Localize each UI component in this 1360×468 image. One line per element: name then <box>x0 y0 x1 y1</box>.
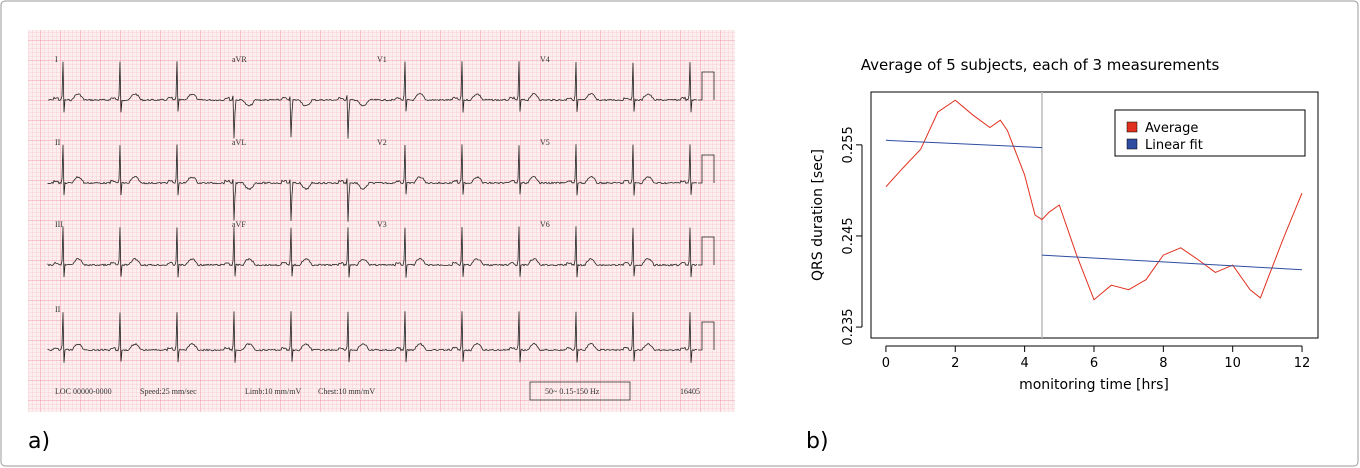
lead-label: II <box>55 305 61 314</box>
x-tick-label: 6 <box>1090 356 1098 371</box>
panel-label: b) <box>806 429 829 454</box>
legend-swatch <box>1127 139 1137 149</box>
lead-label: II <box>55 138 61 147</box>
ecg-footer-text: LOC 00000-0000 <box>55 387 112 396</box>
figure: IaVR V1 V4 II aVL V2 V5 III aVF V3 V6 II LOC 00000-0… <box>0 0 1360 468</box>
x-tick-label: 10 <box>1224 356 1241 371</box>
y-tick-label: 0.235 <box>841 308 856 345</box>
lead-label: aVL <box>232 138 246 147</box>
panel-label: a) <box>28 429 50 454</box>
lead-label: V1 <box>377 55 387 64</box>
y-tick-label: 0.245 <box>841 217 856 254</box>
lead-label: V3 <box>377 220 387 229</box>
legend-label: Average <box>1145 121 1198 136</box>
y-axis-label: QRS duration [sec] <box>810 149 826 281</box>
chart-title: Average of 5 subjects, each of 3 measure… <box>861 56 1220 74</box>
x-axis-label: monitoring time [hrs] <box>1019 377 1169 393</box>
x-tick-label: 2 <box>951 356 959 371</box>
lead-label: III <box>55 220 63 229</box>
x-tick-label: 12 <box>1294 356 1311 371</box>
x-tick-label: 4 <box>1020 356 1028 371</box>
lead-label: V2 <box>377 138 387 147</box>
legend-box <box>1115 110 1305 156</box>
legend-label: Linear fit <box>1145 138 1203 153</box>
ecg-footer-text: Chest:10 mm/mV <box>318 387 375 396</box>
lead-label: I <box>55 55 58 64</box>
x-tick-label: 0 <box>882 356 890 371</box>
lead-label: aVF <box>232 220 246 229</box>
ecg-footer-text: 50~ 0.15-150 Hz <box>545 387 600 396</box>
ecg-footer-text: Speed:25 mm/sec <box>140 387 197 396</box>
legend-swatch <box>1127 122 1137 132</box>
lead-label: aVR <box>232 55 247 64</box>
y-tick-label: 0.255 <box>841 126 856 163</box>
lead-label: V6 <box>540 220 550 229</box>
ecg-footer-text: Limb:10 mm/mV <box>245 387 301 396</box>
x-tick-label: 8 <box>1159 356 1167 371</box>
lead-label: V5 <box>540 138 550 147</box>
ecg-footer-text: 16405 <box>680 387 700 396</box>
lead-label: V4 <box>540 55 550 64</box>
